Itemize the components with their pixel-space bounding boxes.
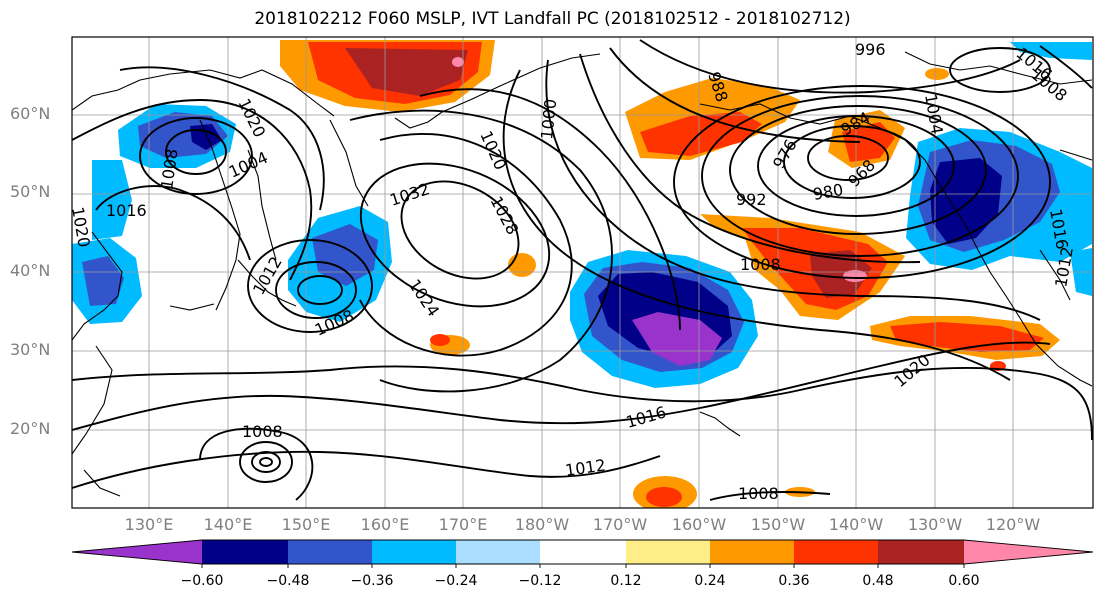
colorbar-segment: [964, 540, 1093, 564]
colorbar-tick-label: 0.36: [778, 573, 810, 589]
lon-label-170e: 170°E: [438, 515, 488, 534]
colorbar-segment: [202, 540, 288, 564]
lon-label-140e: 140°E: [203, 515, 253, 534]
contour-label: 1008: [740, 255, 781, 274]
colorbar-segment: [540, 540, 626, 564]
lon-label-170w: 170°W: [592, 515, 648, 534]
lon-label-130w: 130°W: [907, 515, 963, 534]
map-frame: [71, 36, 1094, 509]
map-plot-area: 996 988 1016 1008 1012 1004 1000 1020 98…: [68, 37, 1093, 508]
lon-label-140w: 140°W: [828, 515, 884, 534]
colorbar-tick-label: −0.12: [518, 573, 562, 589]
colorbar-tick-label: −0.60: [180, 573, 224, 589]
lat-label-20n: 20°N: [10, 419, 51, 438]
colorbar-tick-label: 0.24: [694, 573, 726, 589]
colorbar-tick-label: −0.36: [350, 573, 394, 589]
contour-label: 1000: [537, 98, 560, 140]
contour-label: 996: [855, 40, 886, 59]
lon-label-160w: 160°W: [671, 515, 727, 534]
colorbar-segment: [626, 540, 710, 564]
isobars: [72, 39, 1093, 501]
colorbar-tick-label: −0.24: [434, 573, 478, 589]
contour-label-low-1008: 1008: [242, 422, 283, 441]
lat-label-30n: 30°N: [10, 340, 51, 359]
lon-label-180w: 180°W: [514, 515, 570, 534]
lon-label-120w: 120°W: [985, 515, 1041, 534]
contour-label: 1016: [106, 201, 147, 220]
colorbar-segment: [288, 540, 372, 564]
lat-label-60n: 60°N: [10, 104, 51, 123]
colorbar-tick-label: 0.60: [948, 573, 980, 589]
lon-label-130e: 130°E: [124, 515, 174, 534]
lon-label-150w: 150°W: [750, 515, 806, 534]
colorbar-segment: [72, 540, 202, 564]
lon-label-160e: 160°E: [360, 515, 410, 534]
colorbar-tick-label: 0.48: [862, 573, 894, 589]
colorbar-tick-label: 0.12: [610, 573, 642, 589]
colorbar-segment: [794, 540, 878, 564]
lon-label-150e: 150°E: [281, 515, 331, 534]
colorbar: [71, 539, 1094, 568]
colorbar-segment: [456, 540, 540, 564]
contour-label: 992: [736, 190, 767, 209]
map-title: 2018102212 F060 MSLP, IVT Landfall PC (2…: [254, 9, 851, 29]
contour-label: 1020: [68, 205, 94, 248]
colorbar-segment: [372, 540, 456, 564]
contour-label: 1008: [738, 484, 779, 503]
colorbar-tick-label: −0.48: [266, 573, 310, 589]
lat-label-50n: 50°N: [10, 182, 51, 201]
coastlines: [72, 51, 1093, 497]
lat-label-40n: 40°N: [10, 261, 51, 280]
colorbar-segment: [710, 540, 794, 564]
colorbar-segment: [878, 540, 964, 564]
